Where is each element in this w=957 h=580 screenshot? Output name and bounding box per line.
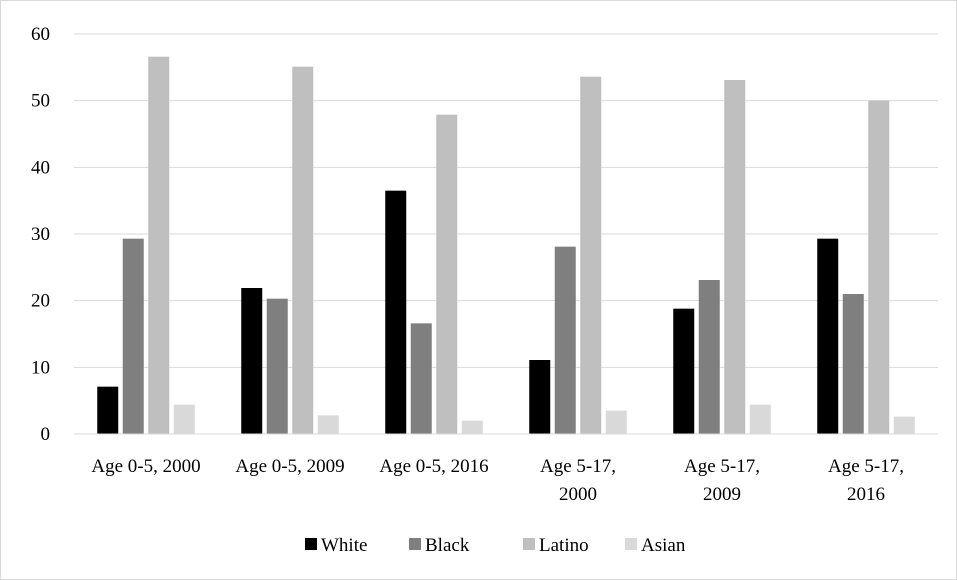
- bar-white: [241, 288, 263, 434]
- y-axis-tick-labels: 0 10 20 30 40 50 60: [31, 24, 50, 445]
- y-tick-label: 60: [31, 24, 50, 45]
- y-tick-label: 0: [41, 424, 51, 445]
- bar-white: [385, 190, 407, 434]
- y-tick-label: 50: [31, 91, 50, 112]
- gridlines: [74, 33, 938, 368]
- bar-white: [97, 386, 119, 434]
- bar-black: [698, 280, 720, 434]
- y-tick-label: 30: [31, 224, 50, 245]
- legend-item-white: White: [305, 535, 367, 556]
- y-tick-label: 40: [31, 157, 50, 178]
- legend-swatch: [305, 538, 317, 550]
- x-category-label: Age 5-17,: [540, 456, 616, 477]
- bar-latino: [436, 114, 458, 435]
- legend-item-latino: Latino: [523, 535, 589, 556]
- x-axis-category-labels: Age 0-5, 2000 Age 0-5, 2009 Age 0-5, 2016 A…: [91, 456, 904, 505]
- legend: White Black Latino Asian: [305, 535, 686, 556]
- bar-black: [842, 294, 864, 434]
- legend-swatch: [409, 538, 421, 550]
- bar-white: [817, 238, 839, 434]
- bar-white: [529, 360, 551, 434]
- bar-latino: [868, 100, 890, 435]
- bar-asian: [749, 404, 771, 434]
- x-category-label: 2016: [847, 484, 885, 505]
- legend-item-black: Black: [409, 535, 470, 556]
- bar-black: [266, 298, 288, 434]
- legend-label: Asian: [641, 535, 686, 556]
- bar-black: [122, 238, 144, 434]
- bar-latino: [580, 76, 602, 435]
- bar-white: [673, 308, 695, 434]
- x-category-label: 2009: [703, 484, 741, 505]
- bar-latino: [148, 56, 170, 435]
- y-tick-label: 10: [31, 357, 50, 378]
- bar-asian: [461, 420, 483, 434]
- x-category-label: Age 0-5, 2009: [235, 456, 344, 477]
- legend-label: White: [321, 535, 367, 556]
- legend-swatch: [625, 538, 637, 550]
- bar-asian: [893, 416, 915, 434]
- bar-asian: [605, 410, 627, 434]
- bar-black: [554, 246, 576, 434]
- x-category-label: 2000: [559, 484, 597, 505]
- bar-latino: [724, 80, 746, 434]
- bar-asian: [317, 415, 339, 434]
- bar-black: [410, 323, 432, 434]
- legend-item-asian: Asian: [625, 535, 686, 556]
- bar-asian: [173, 404, 195, 434]
- legend-swatch: [523, 538, 535, 550]
- bar-latino: [292, 66, 314, 435]
- legend-label: Black: [425, 535, 470, 556]
- x-category-label: Age 5-17,: [684, 456, 760, 477]
- x-category-label: Age 0-5, 2000: [91, 456, 200, 477]
- legend-label: Latino: [539, 535, 589, 556]
- y-tick-label: 20: [31, 291, 50, 312]
- x-category-label: Age 0-5, 2016: [379, 456, 488, 477]
- x-category-label: Age 5-17,: [828, 456, 904, 477]
- bars: [97, 56, 915, 435]
